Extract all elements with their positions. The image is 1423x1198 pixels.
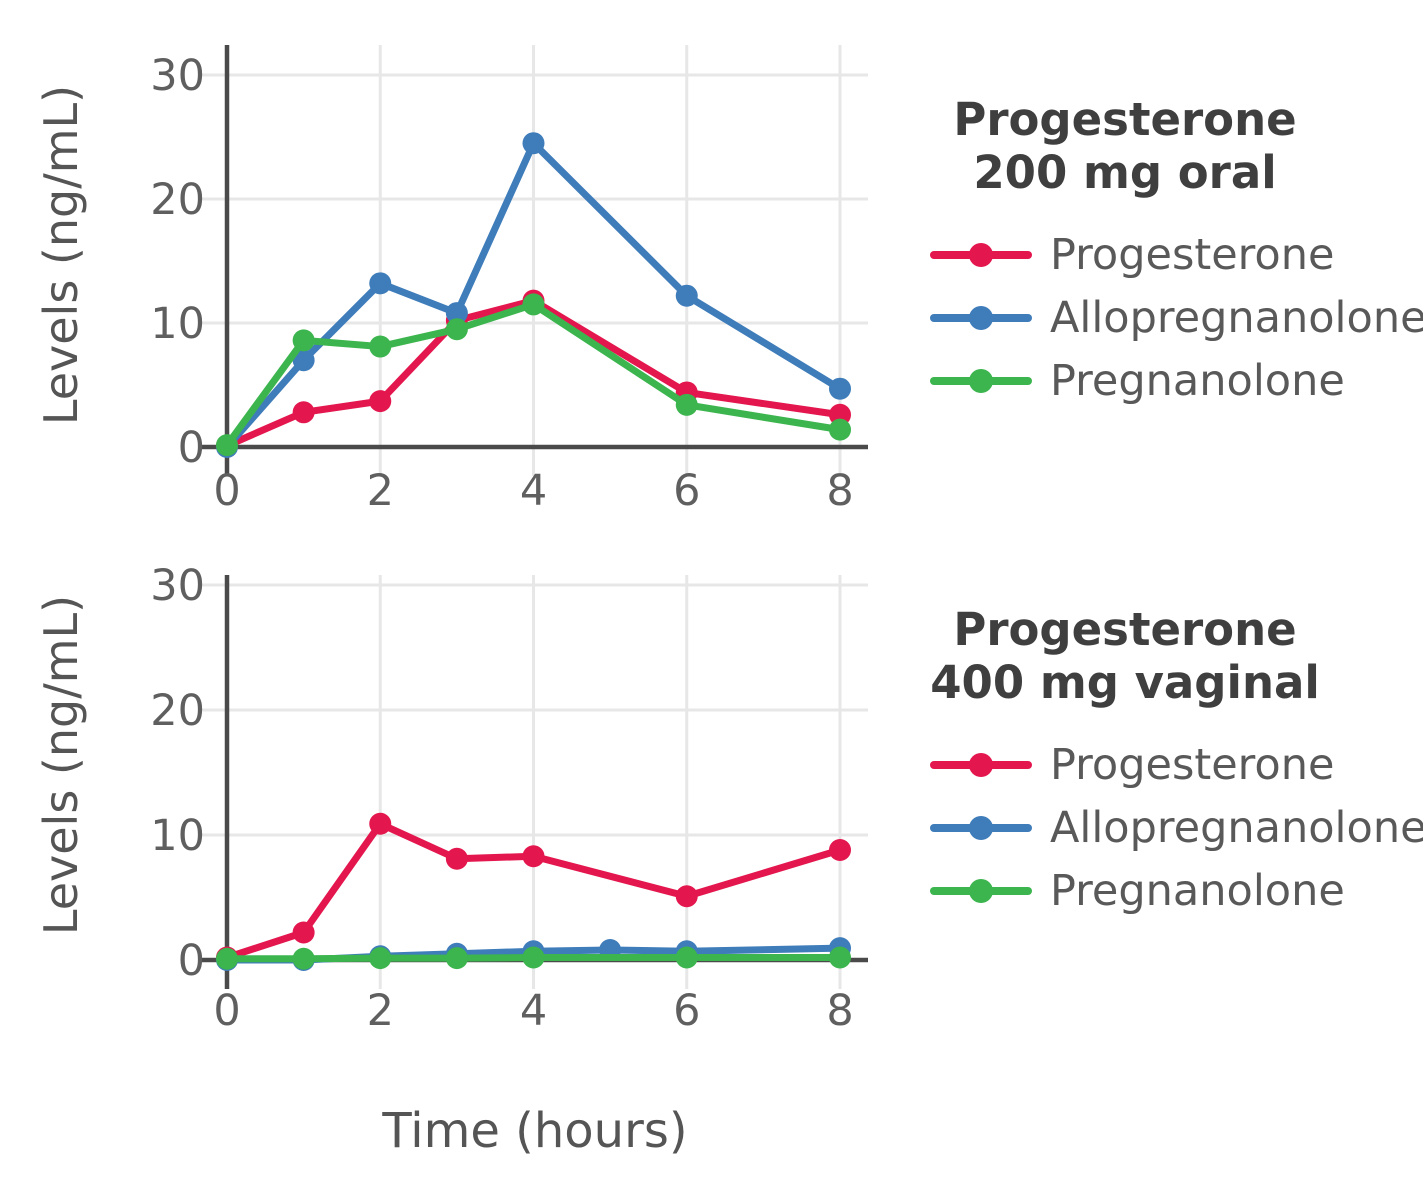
vaginal-chart: Levels (ng/mL) 0 10 20 30 0 2 4 6 8 <box>34 561 868 1036</box>
legend-label-pregnanolone: Pregnanolone <box>1050 355 1345 406</box>
legend-item-allopregnanolone: Allopregnanolone <box>930 796 1423 859</box>
legend-item-allopregnanolone: Allopregnanolone <box>930 286 1423 349</box>
svg-text:20: 20 <box>150 175 205 225</box>
legend-item-progesterone: Progesterone <box>930 733 1423 796</box>
svg-text:10: 10 <box>150 811 205 861</box>
svg-text:6: 6 <box>673 466 700 516</box>
svg-text:0: 0 <box>213 986 240 1036</box>
legend-label-progesterone: Progesterone <box>1050 229 1335 280</box>
svg-text:30: 30 <box>150 51 205 101</box>
svg-text:6: 6 <box>673 986 700 1036</box>
y-axis-title-bottom: Levels (ng/mL) <box>34 595 88 935</box>
svg-text:8: 8 <box>826 466 853 516</box>
svg-text:20: 20 <box>150 686 205 736</box>
oral-legend-title-line1: Progesterone <box>953 93 1297 146</box>
oral-legend: Progesterone 200 mg oral Progesterone Al… <box>930 85 1423 412</box>
svg-text:8: 8 <box>826 986 853 1036</box>
legend-swatch-allopregnanolone-icon <box>930 305 1032 330</box>
vaginal-legend: Progesterone 400 mg vaginal Progesterone… <box>930 595 1423 922</box>
svg-text:4: 4 <box>520 466 547 516</box>
legend-label-allopregnanolone: Allopregnanolone <box>1050 802 1423 853</box>
legend-label-allopregnanolone: Allopregnanolone <box>1050 292 1423 343</box>
y-axis-title-top: Levels (ng/mL) <box>34 85 88 425</box>
svg-text:10: 10 <box>150 299 205 349</box>
legend-item-pregnanolone: Pregnanolone <box>930 859 1423 922</box>
svg-text:4: 4 <box>520 986 547 1036</box>
legend-swatch-progesterone-icon <box>930 242 1032 267</box>
svg-text:2: 2 <box>367 986 394 1036</box>
legend-item-pregnanolone: Pregnanolone <box>930 349 1423 412</box>
svg-text:30: 30 <box>150 561 205 611</box>
vaginal-legend-title-line1: Progesterone <box>953 603 1297 656</box>
svg-text:0: 0 <box>178 423 205 473</box>
legend-swatch-allopregnanolone-icon <box>930 815 1032 840</box>
legend-label-pregnanolone: Pregnanolone <box>1050 865 1345 916</box>
oral-legend-title: Progesterone 200 mg oral <box>930 85 1320 199</box>
oral-legend-title-line2: 200 mg oral <box>973 146 1277 199</box>
svg-text:2: 2 <box>367 466 394 516</box>
svg-text:0: 0 <box>178 936 205 986</box>
vaginal-legend-title-line2: 400 mg vaginal <box>930 656 1320 709</box>
svg-text:0: 0 <box>213 466 240 516</box>
oral-chart: Levels (ng/mL) 0 10 20 30 0 2 4 6 8 <box>34 45 868 516</box>
oral-legend-items: Progesterone Allopregnanolone Pregnanolo… <box>930 223 1423 412</box>
x-axis-title: Time (hours) <box>382 1103 688 1159</box>
legend-swatch-pregnanolone-icon <box>930 878 1032 903</box>
legend-swatch-progesterone-icon <box>930 752 1032 777</box>
legend-label-progesterone: Progesterone <box>1050 739 1335 790</box>
legend-item-progesterone: Progesterone <box>930 223 1423 286</box>
legend-swatch-pregnanolone-icon <box>930 368 1032 393</box>
vaginal-legend-title: Progesterone 400 mg vaginal <box>930 595 1320 709</box>
vaginal-legend-items: Progesterone Allopregnanolone Pregnanolo… <box>930 733 1423 922</box>
